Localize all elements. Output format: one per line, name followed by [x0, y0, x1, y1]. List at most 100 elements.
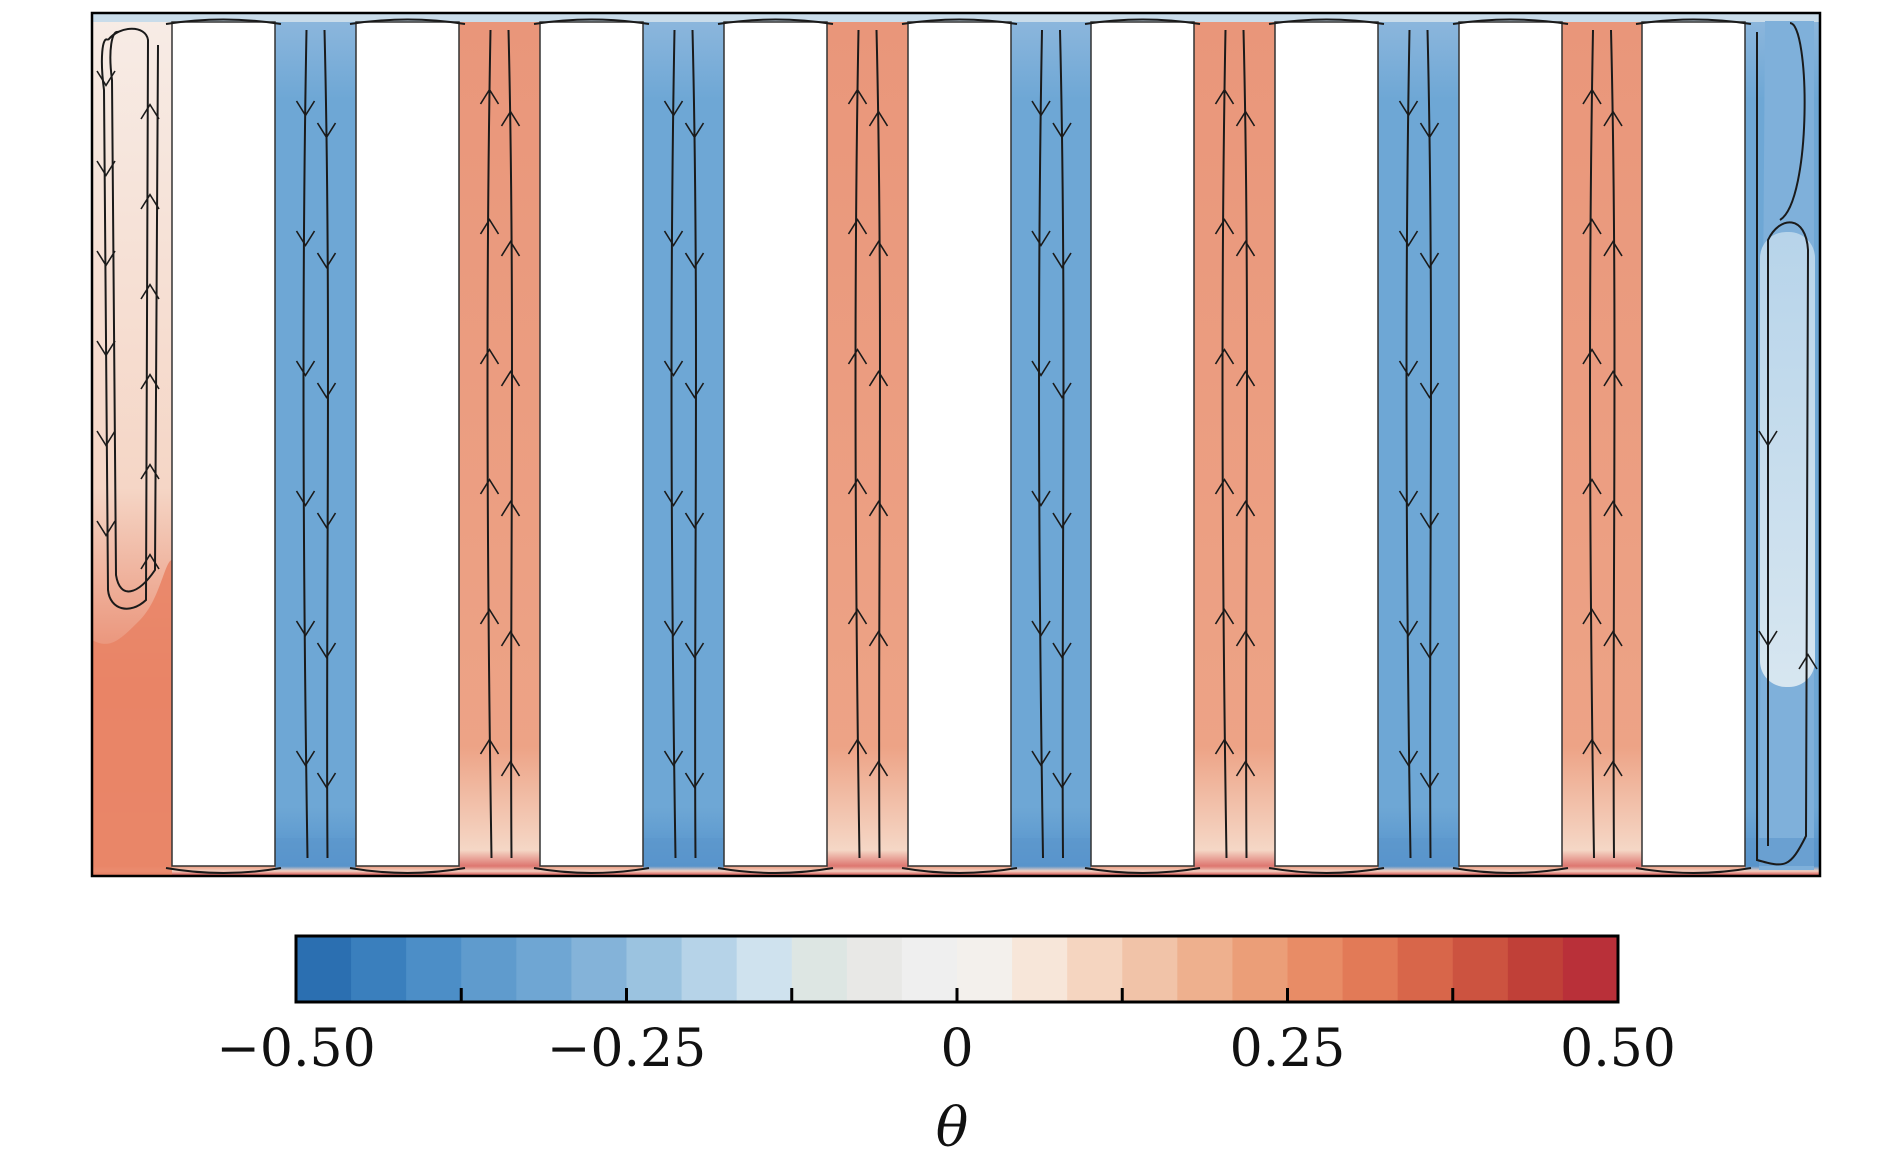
- arrow-8-2b: [1419, 382, 1440, 399]
- streamline-7b: [1242, 29, 1249, 859]
- channel-3: [459, 13, 540, 876]
- arrow-1-up-4: [140, 463, 160, 480]
- colorbar-swatch-2: [406, 936, 462, 1002]
- colorbar-swatch-11: [901, 936, 958, 1002]
- channel-7: [1194, 13, 1275, 876]
- obstacle-5: [907, 21, 1012, 867]
- arrow-5-1a: [847, 218, 868, 235]
- channel-5: [827, 13, 908, 876]
- cold-footer-4: [643, 838, 724, 866]
- arrow-4-1b: [684, 252, 705, 269]
- arrow-5-0b: [868, 110, 889, 127]
- arrow-2-0b: [316, 122, 337, 139]
- arrow-2-5a: [295, 750, 316, 767]
- streamline-group: [96, 18, 1818, 874]
- colorbar-swatch-7: [681, 936, 738, 1002]
- arrow-9-1a: [1582, 218, 1602, 235]
- colorbar-swatch-6: [626, 936, 683, 1002]
- arrow-9-3a: [1582, 478, 1602, 495]
- arrow-2-2b: [316, 382, 337, 399]
- arrow-1-up-5: [140, 553, 160, 570]
- arrow-2-4a: [295, 620, 316, 637]
- streamline-3a: [486, 29, 493, 859]
- loop-top-2: [349, 18, 466, 25]
- loop-bottom-3: [533, 867, 650, 874]
- loop-bottom-5: [901, 867, 1018, 874]
- loop-bottom-9: [1635, 867, 1752, 874]
- colorbar-swatch-12: [957, 936, 1013, 1002]
- arrow-7-4b: [1235, 630, 1256, 647]
- bottom-band: [92, 866, 1820, 876]
- arrow-9-5a: [1582, 738, 1602, 755]
- left-warm-plume: [92, 560, 172, 876]
- arrow-2-0a: [295, 100, 316, 117]
- arrow-6-0a: [1031, 100, 1051, 117]
- cold-footer-6: [1011, 838, 1091, 866]
- arrow-7-0b: [1235, 110, 1256, 127]
- streamline-6b: [1059, 29, 1065, 859]
- colorbar-swatch-18: [1287, 936, 1344, 1002]
- cold-footer-2: [275, 838, 356, 866]
- streamline-2b: [323, 29, 330, 859]
- arrow-5-2a: [847, 348, 868, 365]
- loop-bottom-2: [349, 867, 466, 874]
- arrow-6-3b: [1052, 512, 1072, 529]
- top-band: [92, 13, 1820, 22]
- arrow-4-5a: [663, 750, 684, 767]
- arrow-1-up-0: [140, 103, 160, 120]
- arrow-3-5a: [479, 738, 500, 755]
- arrow-4-0b: [684, 122, 705, 139]
- arrow-4-4a: [663, 620, 684, 637]
- arrow-7-0a: [1214, 88, 1235, 105]
- colorbar-swatch-20: [1397, 936, 1454, 1002]
- arrow-6-3a: [1031, 490, 1051, 507]
- colorbar-swatch-10: [846, 936, 903, 1002]
- arrow-6-4a: [1031, 620, 1051, 637]
- streamline-2a: [302, 29, 309, 859]
- arrow-5-5b: [868, 760, 889, 777]
- obstacle-3: [539, 21, 644, 867]
- channel-8: [1378, 13, 1459, 876]
- streamline-4a: [670, 29, 677, 859]
- loop-bottom-4: [717, 867, 834, 874]
- arrow-3-1a: [479, 218, 500, 235]
- arrow-3-3b: [500, 500, 521, 517]
- arrow-6-4b: [1052, 642, 1072, 659]
- colorbar-swatch-0: [296, 936, 352, 1002]
- arrow-8-0b: [1419, 122, 1440, 139]
- arrow-7-1b: [1235, 240, 1256, 257]
- arrow-1-up-2: [140, 283, 160, 300]
- arrow-6-5a: [1031, 750, 1051, 767]
- arrow-7-3a: [1214, 478, 1235, 495]
- streamline-6a: [1038, 29, 1044, 859]
- streamline-5a: [854, 29, 861, 859]
- colorbar-swatch-14: [1067, 936, 1123, 1002]
- arrow-9-2b: [1603, 370, 1623, 387]
- arrow-7-2b: [1235, 370, 1256, 387]
- arrow-8-1a: [1398, 230, 1419, 247]
- channel-2: [275, 13, 356, 876]
- arrow-7-5b: [1235, 760, 1256, 777]
- arrow-3-2b: [500, 370, 521, 387]
- colorbar-tick-label-4: 0.50: [1560, 1019, 1676, 1079]
- colorbar-swatch-13: [1012, 936, 1068, 1002]
- loop-bottom-1: [165, 867, 282, 874]
- arrow-6-2a: [1031, 360, 1051, 377]
- arrow-10-up: [1798, 653, 1818, 670]
- arrow-7-3b: [1235, 500, 1256, 517]
- arrow-1-up-1: [140, 193, 160, 210]
- domain-frame: [90, 11, 1822, 878]
- arrow-1-down-0: [96, 70, 116, 87]
- arrow-6-5b: [1052, 772, 1072, 789]
- arrow-5-2b: [868, 370, 889, 387]
- loop-top-1: [165, 18, 282, 25]
- colorbar-tick-label-2: 0: [940, 1019, 973, 1079]
- arrow-1-up-3: [140, 373, 160, 390]
- arrow-4-3b: [684, 512, 705, 529]
- arrow-3-4b: [500, 630, 521, 647]
- obstacle-group: [171, 21, 1746, 867]
- loop-top-5: [901, 18, 1018, 25]
- arrow-8-4a: [1398, 620, 1419, 637]
- arrow-8-4b: [1419, 642, 1440, 659]
- arrow-9-3b: [1603, 500, 1623, 517]
